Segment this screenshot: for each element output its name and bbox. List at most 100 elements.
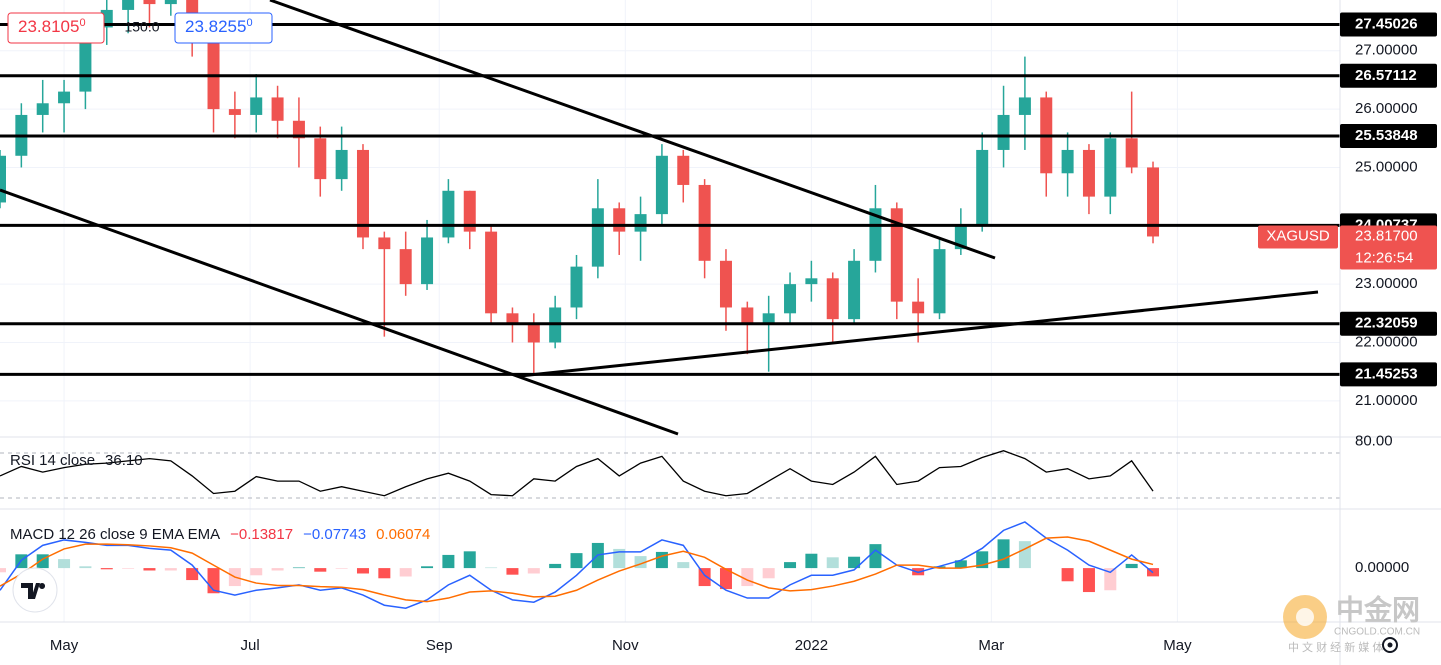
rsi-title: RSI 14 close <box>10 452 95 469</box>
candle-body <box>890 208 903 302</box>
macd-pane <box>0 521 1160 609</box>
ask-box[interactable] <box>174 12 273 44</box>
macd-histogram-bar <box>164 568 177 571</box>
macd-histogram-bar <box>997 539 1010 569</box>
macd-histogram-bar <box>784 562 797 569</box>
macd-histogram-bar <box>292 567 305 569</box>
candle-body <box>869 208 882 261</box>
grid <box>0 0 1340 622</box>
bid-box[interactable] <box>7 12 105 44</box>
macd-histogram-bar <box>335 568 348 569</box>
candle-body <box>976 149 989 226</box>
last-price-label: 23.81700 <box>1355 227 1418 244</box>
candle-body <box>122 0 135 10</box>
ask-pip[interactable]: 0 <box>246 17 252 29</box>
bid-price[interactable]: 23.81050 <box>18 17 86 37</box>
macd-histogram-bar <box>570 553 583 569</box>
tv-logo-mark <box>21 583 46 599</box>
macd-histogram-bar <box>1082 568 1095 593</box>
candle-body <box>1147 167 1160 237</box>
macd-hist-value: −0.13817 <box>230 526 293 543</box>
candle-body <box>634 214 647 232</box>
symbol-label-box <box>1258 225 1338 249</box>
x-tick-label: Nov <box>612 637 639 654</box>
macd-histogram-bar <box>1125 563 1138 569</box>
macd-histogram-bar <box>421 566 434 569</box>
settings-icon-center[interactable] <box>1387 642 1393 648</box>
macd-histogram-bar <box>0 568 6 573</box>
macd-histogram-bar <box>698 568 711 587</box>
candle-body <box>314 138 327 180</box>
symbol-label: XAGUSD <box>1266 227 1330 244</box>
macd-histogram-bar <box>1104 568 1117 591</box>
rsi-pane <box>0 450 1340 499</box>
bid[interactable]: 23.8105 <box>18 17 79 36</box>
countdown-label: 12:26:54 <box>1355 249 1413 266</box>
macd-histogram-bar <box>506 568 519 575</box>
settings-icon[interactable] <box>1382 637 1398 653</box>
level-label: 21.45253 <box>1355 365 1418 382</box>
trend-line <box>519 290 1319 378</box>
candle-body <box>506 313 519 325</box>
level-label-box <box>1340 311 1437 336</box>
candle-body <box>378 237 391 250</box>
macd-histogram-bar <box>463 551 476 569</box>
y-tick-label: 22.00000 <box>1355 333 1418 350</box>
candle-body <box>741 307 754 325</box>
level-label-box <box>1340 12 1437 37</box>
macd-histogram-bar <box>143 568 156 571</box>
settings-button[interactable] <box>1382 637 1398 653</box>
macd-histogram-bar <box>250 568 263 576</box>
level-label: 25.53848 <box>1355 127 1418 144</box>
y-tick-label: 25.00000 <box>1355 158 1418 175</box>
candle-body <box>1061 149 1074 174</box>
macd-histogram-bar <box>677 562 690 569</box>
macd-histogram-bar <box>719 568 732 590</box>
macd-histogram-bar <box>399 568 412 577</box>
y-tick-label: 0.00000 <box>1355 559 1409 576</box>
macd-value: −0.07743 <box>303 526 366 543</box>
ask[interactable]: 23.8255 <box>185 17 246 36</box>
macd-histogram-bar <box>442 554 455 569</box>
candle-body <box>912 301 925 314</box>
macd-histogram-bar <box>933 566 946 569</box>
y-tick-label: 26.00000 <box>1355 100 1418 117</box>
candle-body <box>164 0 177 5</box>
macd-title: MACD 12 26 close 9 EMA EMA <box>10 526 220 543</box>
macd-histogram-bar <box>378 568 391 579</box>
candle-body <box>143 0 156 5</box>
candle-body <box>719 260 732 308</box>
rsi-line <box>0 450 1154 497</box>
rsi-value: 36.10 <box>105 452 143 469</box>
candle-body <box>485 231 498 314</box>
macd-line <box>0 521 1154 609</box>
macd-line <box>0 536 1154 603</box>
macd-histogram-bar <box>1018 541 1031 569</box>
trend-line <box>269 0 996 260</box>
macd-signal-value: 0.06074 <box>376 526 430 543</box>
candle-body <box>271 97 284 121</box>
candle-body <box>784 284 797 314</box>
trend-line <box>0 188 679 436</box>
macd-histogram-bar <box>1061 568 1074 582</box>
candle-body <box>677 155 690 185</box>
macd-histogram-bar <box>485 567 498 569</box>
x-tick-label: Jul <box>241 637 260 654</box>
candle-body <box>1082 149 1095 197</box>
ask-price[interactable]: 23.82550 <box>185 17 253 37</box>
level-label-box <box>1340 63 1437 88</box>
x-tick-label: 2022 <box>795 637 828 654</box>
watermark-site: CNGOLD.COM.CN <box>1334 627 1420 638</box>
level-label-box <box>1340 362 1437 387</box>
macd-histogram-bar <box>762 568 775 579</box>
macd-histogram-bar <box>79 566 92 569</box>
trend-lines <box>0 0 1319 436</box>
bid-pip[interactable]: 0 <box>79 17 85 29</box>
candle-body <box>933 249 946 314</box>
candle-body <box>228 109 241 115</box>
macd-histogram-bar <box>549 563 562 569</box>
macd-histogram-bar <box>356 568 369 574</box>
candle-body <box>356 149 369 238</box>
